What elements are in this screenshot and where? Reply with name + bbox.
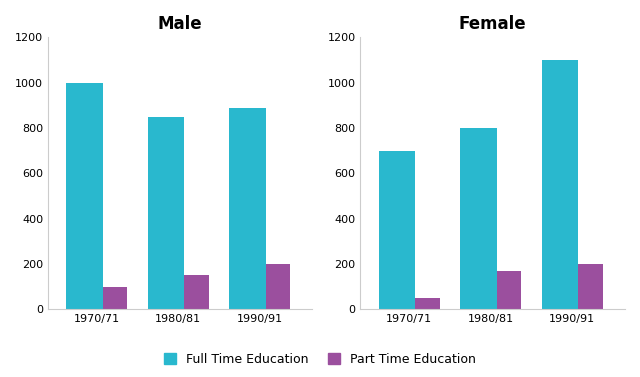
- Bar: [379, 151, 415, 310]
- Bar: [541, 60, 578, 310]
- Bar: [497, 271, 521, 310]
- Bar: [415, 298, 440, 310]
- Bar: [229, 107, 266, 310]
- Bar: [266, 264, 290, 310]
- Title: Female: Female: [459, 15, 527, 33]
- Bar: [184, 276, 209, 310]
- Legend: Full Time Education, Part Time Education: Full Time Education, Part Time Education: [159, 348, 481, 371]
- Bar: [460, 128, 497, 310]
- Title: Male: Male: [158, 15, 202, 33]
- Bar: [148, 117, 184, 310]
- Bar: [67, 83, 103, 310]
- Bar: [103, 287, 127, 310]
- Bar: [578, 264, 603, 310]
